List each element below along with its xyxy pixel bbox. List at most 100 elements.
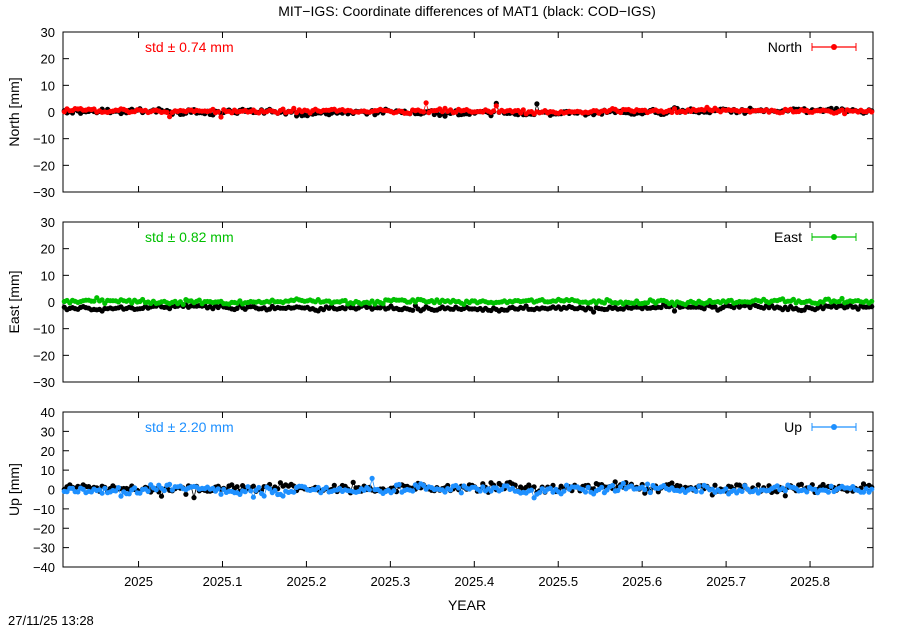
x-tick-label: 2025.4 xyxy=(454,574,494,589)
data-point xyxy=(698,489,705,495)
data-point xyxy=(723,486,729,492)
data-point xyxy=(272,487,278,494)
panel-up: 40 30 20 10 0 −10 −20 −30 −40 2025 2025.1 2025.2 202… xyxy=(6,405,875,589)
y-tick-label: 20 xyxy=(41,52,55,67)
data-point xyxy=(167,481,173,487)
data-point xyxy=(644,481,651,487)
data-point xyxy=(458,490,464,496)
data-point xyxy=(547,485,553,491)
data-point xyxy=(782,488,788,494)
x-tick-label: 2025.2 xyxy=(287,574,327,589)
data-point xyxy=(790,296,797,302)
data-point xyxy=(696,483,702,489)
data-point xyxy=(420,109,427,115)
data-point xyxy=(774,483,780,489)
data-point xyxy=(671,106,678,112)
data-point xyxy=(798,481,805,487)
generation-timestamp: 27/11/25 13:28 xyxy=(8,613,94,628)
data-point xyxy=(99,297,105,303)
data-point xyxy=(420,482,427,488)
data-point xyxy=(647,489,653,496)
data-point xyxy=(564,482,570,488)
data-point xyxy=(158,493,165,499)
data-point xyxy=(280,493,286,499)
data-point xyxy=(126,491,132,497)
y-tick-label: −20 xyxy=(33,521,55,536)
data-point xyxy=(380,301,386,307)
data-point xyxy=(528,487,535,493)
data-point xyxy=(477,488,483,494)
data-point xyxy=(145,488,151,494)
legend-marker xyxy=(831,44,837,50)
data-point xyxy=(153,487,159,493)
y-tick-label: 30 xyxy=(41,215,55,230)
data-point xyxy=(739,488,745,494)
data-point xyxy=(137,490,143,496)
data-point xyxy=(196,297,202,303)
data-point xyxy=(407,110,413,117)
data-point xyxy=(191,495,197,501)
data-point xyxy=(350,479,356,485)
data-point xyxy=(599,484,605,490)
x-tick-label: 2025.5 xyxy=(538,574,578,589)
data-point xyxy=(828,483,834,489)
data-point xyxy=(447,487,454,493)
legend-label: Up xyxy=(784,419,802,435)
x-tick-label: 2025 xyxy=(124,574,153,589)
y-tick-label: 30 xyxy=(41,25,55,40)
x-tick-label: 2025.8 xyxy=(790,574,830,589)
data-point xyxy=(167,114,173,120)
data-point xyxy=(693,488,699,494)
data-point xyxy=(164,109,170,115)
data-point xyxy=(261,493,267,499)
y-tick-label: 30 xyxy=(41,424,55,439)
data-point xyxy=(736,482,743,488)
panel-north: 30 20 10 0 −10 −20 −30 North [mm] std ± 0.74 mm N… xyxy=(6,25,875,200)
data-point xyxy=(215,109,221,115)
data-point xyxy=(256,484,262,491)
data-point xyxy=(75,489,81,495)
data-point xyxy=(534,101,540,107)
data-point xyxy=(180,301,186,307)
data-point xyxy=(869,298,875,304)
data-point xyxy=(582,489,589,495)
data-point xyxy=(396,481,402,488)
data-point xyxy=(491,108,497,114)
data-point xyxy=(161,487,167,494)
data-point xyxy=(248,488,254,494)
data-point xyxy=(609,482,616,489)
data-point xyxy=(782,493,788,499)
y-tick-label: 0 xyxy=(48,105,55,120)
data-point xyxy=(839,295,845,302)
y-tick-label: −20 xyxy=(33,348,55,363)
data-point xyxy=(218,114,224,120)
panel-east: 30 20 10 0 −10 −20 −30 East [mm] std ± 0.82 mm Ea… xyxy=(6,215,875,390)
data-point xyxy=(456,485,462,491)
y-tick-label: 40 xyxy=(41,405,55,420)
y-tick-label: −10 xyxy=(33,132,55,147)
data-point xyxy=(612,479,618,485)
data-point xyxy=(245,484,251,490)
chart-title: MIT−IGS: Coordinate differences of MAT1 … xyxy=(278,3,656,19)
y-tick-label: −30 xyxy=(33,541,55,556)
x-tick-label: 2025.1 xyxy=(203,574,243,589)
data-point xyxy=(102,485,108,491)
data-point xyxy=(804,489,810,495)
std-label: std ± 0.82 mm xyxy=(145,229,234,245)
data-point xyxy=(669,109,675,115)
data-point xyxy=(536,490,543,496)
data-point xyxy=(499,486,505,492)
data-point xyxy=(642,487,648,493)
y-tick-label: −20 xyxy=(33,158,55,173)
data-point xyxy=(869,304,875,310)
data-point xyxy=(250,483,256,489)
data-point xyxy=(323,484,329,490)
y-tick-label: −10 xyxy=(33,322,55,337)
data-point xyxy=(91,298,97,304)
data-point xyxy=(415,484,421,490)
data-point xyxy=(280,106,286,112)
y-tick-label: 10 xyxy=(41,268,55,283)
std-label: std ± 0.74 mm xyxy=(145,39,234,55)
data-point xyxy=(701,306,707,312)
